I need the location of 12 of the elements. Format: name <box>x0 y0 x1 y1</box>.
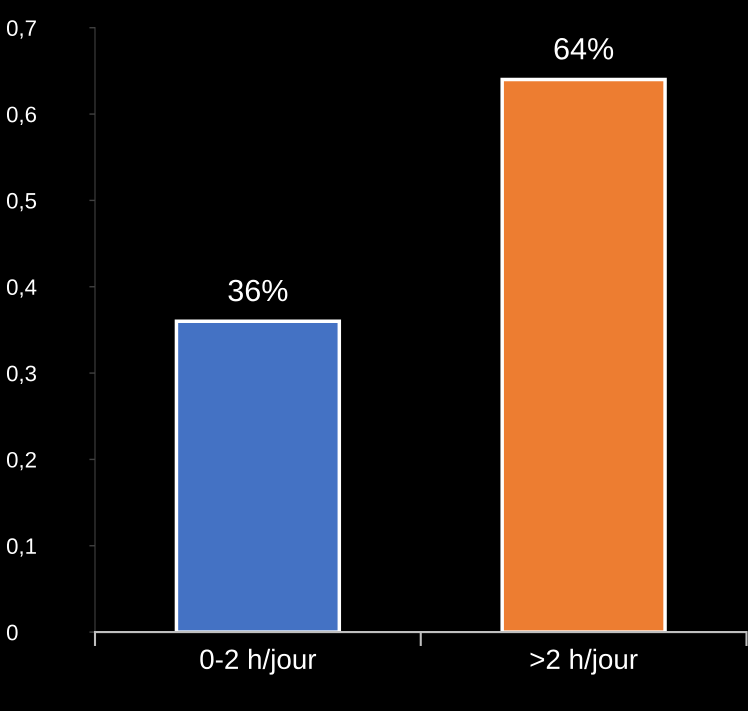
y-tick-label: 0 <box>6 624 18 640</box>
y-tick-label: 0,1 <box>6 538 36 557</box>
y-tick-label: 0,5 <box>6 192 36 212</box>
data-label: 36% <box>228 280 288 302</box>
y-tick-label: 0,6 <box>6 106 36 125</box>
y-tick-label: 0,4 <box>6 279 36 298</box>
y-tick-label: 0,7 <box>6 20 36 39</box>
y-tick-label: 0,3 <box>6 366 36 384</box>
x-tick-label: 0-2 h/jour <box>200 648 316 675</box>
y-tick-label: 0,2 <box>6 452 36 470</box>
data-label: 64% <box>554 38 614 60</box>
x-tick-label: >2 h/jour <box>530 648 638 675</box>
